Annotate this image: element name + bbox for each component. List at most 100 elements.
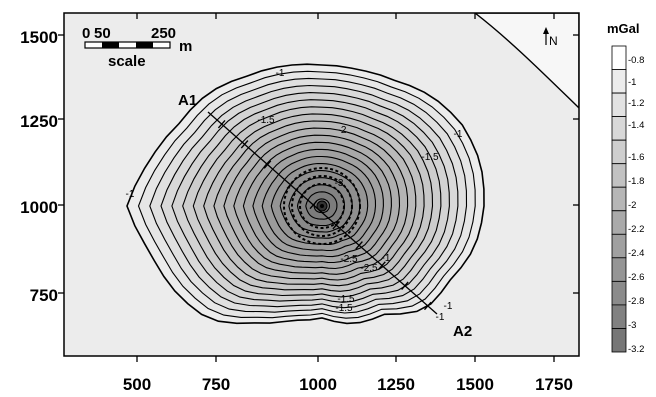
contour-label: -1 — [454, 129, 463, 140]
contour-label: -1.5 — [421, 152, 439, 163]
colorbar-label: -2.4 — [628, 248, 644, 259]
profile-tick — [240, 140, 249, 149]
colorbar-swatch — [611, 45, 627, 70]
colorbar-swatch — [611, 257, 627, 282]
x-tick-label: 500 — [123, 375, 151, 394]
colorbar-swatch — [611, 210, 627, 235]
scale-label: scale — [108, 53, 146, 70]
profile-tick — [217, 119, 226, 129]
x-tick-label: 1000 — [299, 375, 337, 394]
x-tick-label: 1750 — [535, 375, 573, 394]
contour-line — [192, 106, 434, 292]
profile-tick — [423, 301, 432, 311]
contour-label: -1 — [126, 189, 135, 200]
scale-tick-250: 250 — [151, 25, 176, 42]
scale-tick-0: 0 — [82, 25, 90, 42]
contour-line — [182, 99, 442, 298]
contour-lines — [126, 63, 485, 325]
x-tick-label: 1500 — [456, 375, 494, 394]
y-tick-label: 750 — [30, 286, 58, 305]
colorbar-labels: -0.8 -1 -1.2 -1.4 -1.6 -1.8 -2 -2.2 -2.4… — [628, 55, 644, 355]
colorbar-label: -3.2 — [628, 344, 644, 355]
dashed-ring — [299, 183, 345, 229]
north-label: N — [549, 34, 558, 48]
contour-line — [223, 127, 409, 275]
contour-label: -1.5 — [337, 294, 355, 305]
profile-tick — [309, 200, 318, 210]
scale-unit: m — [179, 38, 192, 55]
contour-label: -1.5 — [335, 303, 353, 314]
y-tick-label: 1000 — [20, 198, 58, 217]
contour-label: -3 — [335, 178, 344, 189]
contour-label: -1.5 — [257, 115, 275, 126]
colorbar-label: -1.6 — [628, 152, 644, 163]
colorbar-label: -1 — [628, 77, 636, 88]
contour-line — [160, 84, 459, 309]
dashed-ring — [283, 167, 361, 245]
contour-line — [279, 170, 361, 239]
x-tick-label: 1250 — [377, 375, 415, 394]
contour-label: -1 — [276, 68, 285, 79]
contour-line — [242, 141, 392, 264]
contour-label: -1 — [382, 253, 391, 264]
contour-line — [288, 177, 353, 233]
contour-labels: -1-1-1-1-1.5-1.5-1.5-2-2.5-3-1-2.5-1.5-1 — [126, 68, 463, 323]
profile-tick — [378, 261, 386, 270]
x-tick-label: 750 — [202, 375, 230, 394]
y-tick-label: 1250 — [20, 112, 58, 131]
contour-line — [252, 148, 384, 258]
colorbar-swatch — [611, 186, 627, 212]
colorbar-swatch — [611, 280, 627, 306]
profile-line — [207, 111, 438, 315]
colorbar-label: -2.8 — [628, 296, 644, 307]
contour-line — [126, 63, 485, 325]
colorbar-label: -0.8 — [628, 55, 644, 66]
profile-ticks — [217, 119, 432, 311]
profile-tick — [286, 180, 295, 189]
contour-label: -1 — [444, 301, 453, 312]
colorbar-label: -2.6 — [628, 272, 644, 283]
axis-ticks — [58, 13, 579, 362]
contour-line — [261, 155, 377, 252]
colorbar-swatch — [611, 163, 627, 188]
colorbar-swatch — [611, 328, 627, 353]
profile-tick — [332, 220, 341, 230]
contour-line — [233, 134, 401, 270]
dashed-rings — [283, 167, 361, 245]
contour-line — [137, 70, 476, 319]
contour-line — [171, 92, 450, 303]
contour-label: -1 — [436, 312, 445, 323]
colorbar-label: -2 — [628, 200, 636, 211]
contour-line — [270, 162, 369, 245]
plot-frame — [63, 12, 580, 357]
colorbar-label: -3 — [628, 320, 636, 331]
scale-bar: 0 50 250 m scale — [82, 25, 192, 70]
contour-line — [296, 184, 346, 227]
contour-label: -2.5 — [340, 254, 358, 265]
colorbar-label: -1.8 — [628, 176, 644, 187]
colorbar-label: -1.2 — [628, 98, 644, 109]
scale-tick-50: 50 — [94, 25, 111, 42]
contour-label: -2.5 — [360, 263, 378, 274]
dashed-ring — [291, 175, 353, 237]
colorbar-title: mGal — [607, 21, 640, 36]
colorbar-swatch — [611, 304, 627, 329]
profile-start-label: A1 — [178, 92, 197, 109]
colorbar-label: -1.4 — [628, 120, 644, 131]
anomaly-center-dot — [320, 204, 324, 208]
profile-tick — [355, 241, 363, 250]
contour-label: -2 — [338, 125, 347, 136]
colorbar-swatch — [611, 233, 627, 259]
colorbar-swatch — [611, 139, 627, 165]
contour-line — [203, 113, 425, 287]
colorbar — [611, 45, 627, 353]
contour-line — [149, 77, 468, 314]
contour-line — [213, 120, 417, 281]
colorbar-label: -2.2 — [628, 224, 644, 235]
colorbar-swatch — [611, 116, 627, 141]
profile-tick — [263, 160, 272, 169]
y-tick-label: 1500 — [20, 28, 58, 47]
profile-tick — [401, 281, 409, 290]
colorbar-swatch — [611, 92, 627, 117]
